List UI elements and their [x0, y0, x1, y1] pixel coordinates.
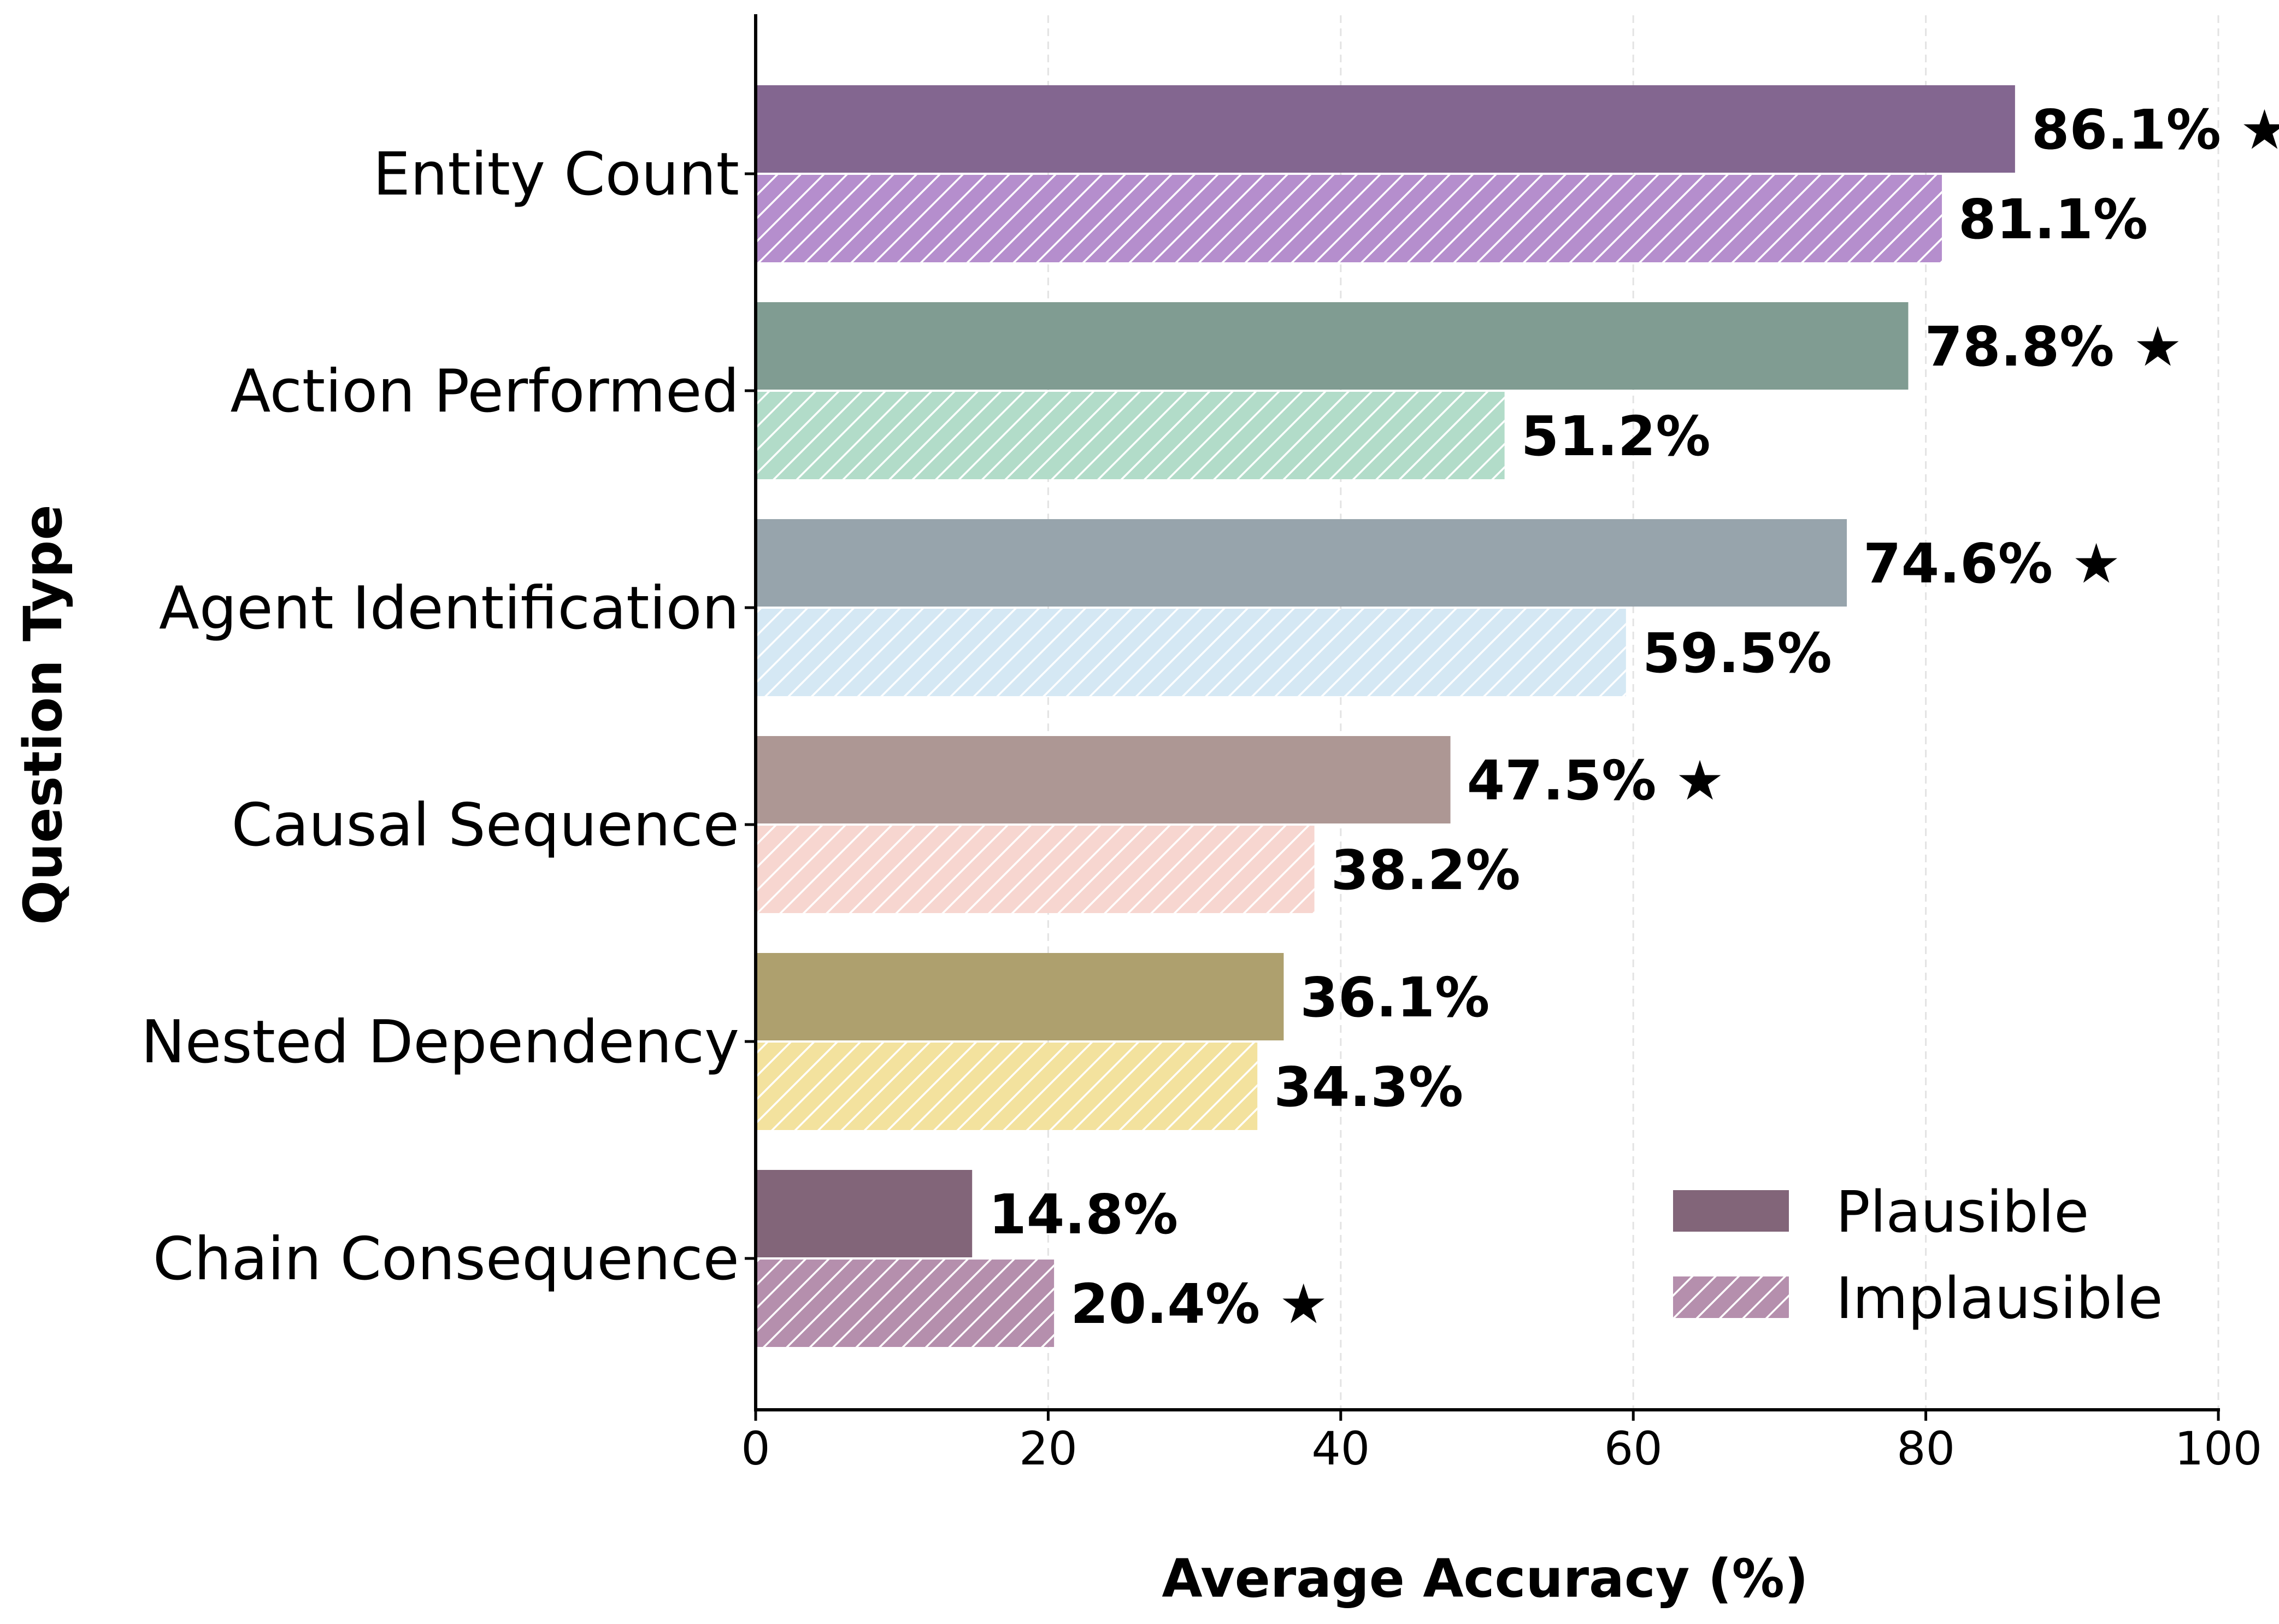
bar-hatch-implausible-nested-dependency — [756, 1043, 1258, 1130]
legend-label-plausible: Plausible — [1836, 1179, 2089, 1245]
y-tick-label-chain-consequence: Chain Consequence — [153, 1225, 739, 1293]
bar-plausible-agent-identification — [756, 519, 1847, 607]
bar-plausible-entity-count — [756, 85, 2015, 173]
y-tick-label-entity-count: Entity Count — [373, 140, 739, 209]
value-label-implausible-nested-dependency: 34.3% — [1274, 1055, 1463, 1119]
y-axis-title: Question Type — [13, 504, 74, 925]
value-label-implausible-chain-consequence: 20.4% ★ — [1070, 1272, 1328, 1336]
x-tick-label-0: 0 — [741, 1422, 770, 1475]
value-label-implausible-entity-count: 81.1% — [1958, 187, 2148, 251]
value-label-implausible-causal-sequence: 38.2% — [1331, 838, 1521, 902]
y-tick-label-action-performed: Action Performed — [231, 357, 740, 426]
y-tick-label-agent-identification: Agent Identification — [159, 574, 739, 643]
x-tick-label-40: 40 — [1311, 1422, 1370, 1475]
bar-hatch-implausible-causal-sequence — [756, 826, 1315, 913]
bar-hatch-implausible-agent-identification — [756, 609, 1626, 696]
value-label-plausible-agent-identification: 74.6% ★ — [1863, 532, 2121, 596]
y-tick-label-nested-dependency: Nested Dependency — [141, 1008, 739, 1076]
bar-hatch-implausible-chain-consequence — [756, 1260, 1055, 1347]
gridlines — [1047, 15, 2219, 1410]
legend-swatch-implausible-hatch — [1673, 1276, 1789, 1318]
legend: Plausible Implausible — [1673, 1179, 2163, 1332]
x-axis-title: Average Accuracy (%) — [1162, 1548, 1808, 1609]
bar-plausible-nested-dependency — [756, 953, 1284, 1040]
bar-hatch-implausible-entity-count — [756, 175, 1942, 262]
y-tick-label-causal-sequence: Causal Sequence — [231, 791, 739, 860]
legend-label-implausible: Implausible — [1836, 1265, 2163, 1332]
x-tick-label-60: 60 — [1604, 1422, 1663, 1475]
value-labels: 86.1% ★ 81.1% 78.8% ★ 51.2% 74.6% ★ 59.5% 47.5… — [988, 98, 2279, 1336]
x-tick-label-80: 80 — [1897, 1422, 1955, 1475]
value-label-implausible-agent-identification: 59.5% — [1642, 621, 1832, 685]
value-label-plausible-entity-count: 86.1% ★ — [2031, 98, 2279, 162]
value-label-plausible-chain-consequence: 14.8% — [988, 1182, 1178, 1246]
value-label-plausible-nested-dependency: 36.1% — [1300, 966, 1489, 1029]
bar-plausible-action-performed — [756, 302, 1909, 390]
bars — [756, 85, 2015, 1347]
bar-plausible-causal-sequence — [756, 736, 1451, 823]
x-tick-label-100: 100 — [2175, 1422, 2262, 1475]
value-label-implausible-action-performed: 51.2% — [1521, 404, 1711, 468]
value-label-plausible-causal-sequence: 47.5% ★ — [1467, 749, 1724, 813]
axes: 0 20 40 60 80 100 Entity Count Action Performed… — [141, 14, 2262, 1475]
value-label-plausible-action-performed: 78.8% ★ — [1924, 315, 2182, 379]
legend-swatch-plausible — [1673, 1190, 1789, 1232]
x-tick-label-20: 20 — [1019, 1422, 1077, 1475]
bar-hatch-implausible-action-performed — [756, 392, 1505, 479]
bar-plausible-chain-consequence — [756, 1170, 973, 1257]
